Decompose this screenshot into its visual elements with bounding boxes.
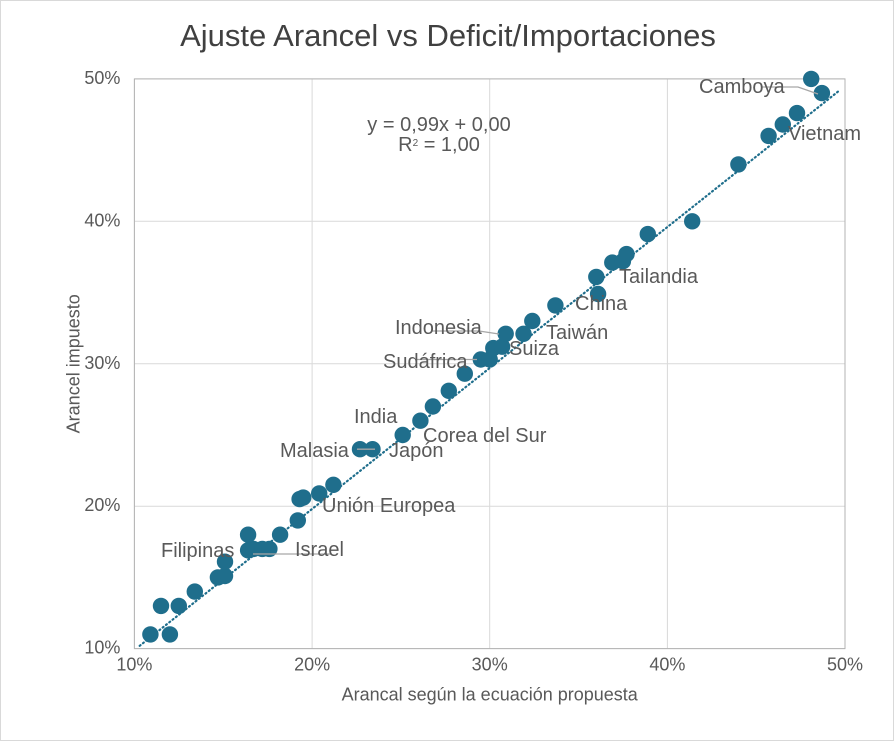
svg-text:20%: 20% [294, 655, 330, 675]
svg-text:40%: 40% [649, 655, 685, 675]
svg-text:20%: 20% [84, 495, 120, 515]
svg-text:50%: 50% [827, 655, 863, 675]
svg-text:Arancal según la ecuación prop: Arancal según la ecuación propuesta [342, 685, 639, 705]
svg-text:Arancel impuesto: Arancel impuesto [63, 294, 83, 433]
svg-text:Sudáfrica: Sudáfrica [383, 351, 468, 373]
svg-text:40%: 40% [84, 210, 120, 230]
svg-text:10%: 10% [116, 655, 152, 675]
svg-text:Vietnam: Vietnam [788, 123, 861, 145]
svg-text:30%: 30% [84, 353, 120, 373]
svg-text:China: China [575, 293, 628, 315]
svg-text:y = 0,99x + 0,00: y = 0,99x + 0,00 [367, 114, 510, 136]
svg-text:50%: 50% [84, 68, 120, 88]
svg-text:Corea del Sur: Corea del Sur [423, 425, 547, 447]
svg-text:Israel: Israel [295, 539, 344, 561]
svg-text:Malasia: Malasia [280, 440, 350, 462]
svg-text:Unión Europea: Unión Europea [322, 495, 456, 517]
svg-text:Taiwán: Taiwán [546, 322, 608, 344]
svg-text:10%: 10% [84, 638, 120, 658]
svg-text:Tailandia: Tailandia [619, 266, 699, 288]
svg-text:India: India [354, 406, 398, 428]
svg-text:30%: 30% [472, 655, 508, 675]
svg-text:Filipinas: Filipinas [161, 540, 234, 562]
svg-text:Camboya: Camboya [699, 76, 785, 98]
svg-text:Indonesia: Indonesia [395, 317, 483, 339]
svg-text:R2 = 1,00: R2 = 1,00 [398, 134, 480, 156]
